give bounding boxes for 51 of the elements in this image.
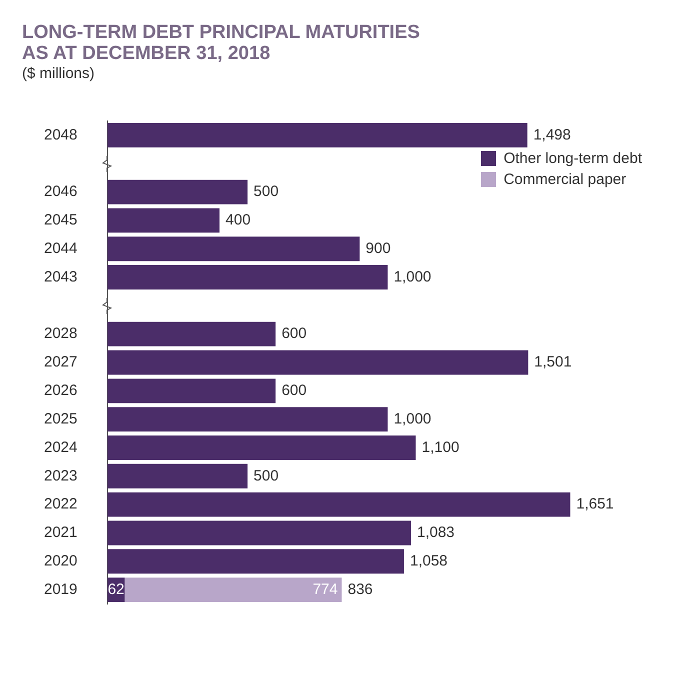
bar [107,378,276,404]
bar [107,122,528,148]
y-tick-label: 2026 [44,382,78,400]
legend-label: Commercial paper [504,171,626,188]
y-tick-label: 2025 [44,410,78,428]
data-label: 1,083 [416,524,455,542]
bar [107,464,248,488]
total-label: 836 [348,580,373,598]
y-tick-label: 2044 [44,240,78,257]
data-label: 1,651 [576,496,614,513]
data-label: 1,501 [534,354,572,371]
y-tick-label: 2027 [44,354,78,371]
y-tick-label: 2043 [44,268,78,286]
data-label: 1,100 [422,438,460,456]
data-label: 774 [312,580,338,598]
bar [107,520,411,546]
legend-label: Other long-term debt [504,150,642,167]
y-tick-label: 2022 [44,496,78,513]
bar [107,180,248,204]
data-label: 400 [226,212,251,229]
y-tick-label: 2048 [44,126,78,144]
y-tick-label: 2024 [44,438,78,456]
chart-subtitle: ($ millions) [22,65,96,82]
y-tick-label: 2020 [44,552,78,570]
bar [107,208,220,233]
y-tick-label: 2023 [44,467,78,484]
data-label: 1,000 [394,410,432,428]
y-tick-label: 2021 [44,524,78,542]
bar [107,492,570,517]
y-tick-label: 2019 [44,580,78,598]
data-label: 600 [282,382,307,400]
chart-title: LONG-TERM DEBT PRINCIPAL MATURITIES AS AT DECEMBER 31, 2018 [22,22,421,64]
y-tick-label: 2046 [44,183,78,200]
data-label: 900 [366,240,391,257]
data-label: 1,000 [394,268,432,286]
data-label: 1,498 [533,126,571,144]
bar [107,322,276,346]
bar [107,236,360,262]
bar [107,436,416,460]
y-tick-label: 2028 [44,325,78,342]
y-tick-label: 2045 [44,212,78,229]
bar [124,578,342,602]
data-label: 1,058 [410,552,448,570]
bar [107,265,388,290]
data-label: 500 [254,183,279,200]
bar [107,350,528,375]
bar [107,549,404,574]
bar [107,407,388,432]
data-label: 62 [108,580,124,598]
data-label: 600 [282,325,307,342]
data-label: 500 [254,467,279,484]
